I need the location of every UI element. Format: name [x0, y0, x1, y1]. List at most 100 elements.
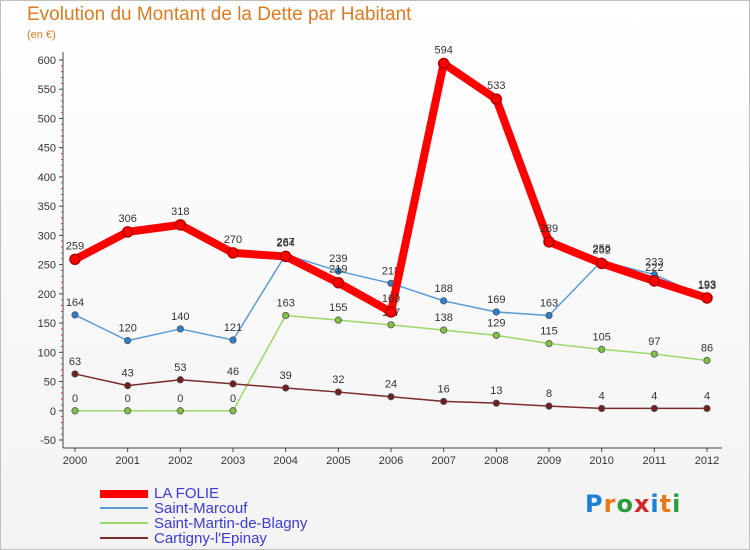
data-point-saint-martin-de-blagny — [229, 407, 237, 415]
data-point-cartigny-l-epinay — [176, 376, 184, 384]
data-label-cartigny-l-epinay: 16 — [438, 383, 450, 395]
data-point-la-folie — [648, 275, 661, 287]
data-point-la-folie — [490, 93, 503, 105]
data-label-la-folie: 594 — [434, 45, 452, 57]
data-point-la-folie — [701, 292, 713, 304]
legend-item-saint-marcouf: Saint-Marcouf — [100, 500, 400, 517]
data-label-saint-martin-de-blagny: 0 — [230, 393, 236, 405]
data-point-cartigny-l-epinay — [229, 380, 237, 388]
data-point-cartigny-l-epinay — [492, 399, 500, 407]
data-label-la-folie: 264 — [276, 237, 294, 249]
x-tick-label: 2011 — [643, 455, 667, 467]
data-label-saint-marcouf: 256 — [592, 243, 610, 255]
logo-letter: i — [650, 490, 660, 518]
x-tick-label: 2009 — [537, 455, 561, 467]
data-point-saint-marcouf — [492, 308, 500, 316]
data-point-saint-martin-de-blagny — [124, 407, 132, 415]
data-point-cartigny-l-epinay — [703, 404, 711, 413]
y-tick-label: 300 — [38, 230, 56, 242]
data-point-saint-marcouf — [229, 336, 237, 344]
data-label-la-folie: 533 — [487, 80, 505, 92]
data-label-saint-martin-de-blagny: 97 — [648, 336, 660, 348]
data-label-la-folie: 259 — [66, 240, 84, 252]
legend-item-la-folie: LA FOLIE — [100, 485, 400, 502]
proxiti-logo: Proxiti — [585, 490, 681, 518]
data-label-cartigny-l-epinay: 13 — [490, 385, 502, 397]
y-tick-label: 250 — [38, 260, 56, 272]
data-point-saint-martin-de-blagny — [545, 339, 553, 348]
data-point-la-folie — [227, 247, 239, 259]
logo-letter: t — [659, 490, 673, 518]
data-point-la-folie — [332, 276, 345, 289]
legend: LA FOLIE Saint-Marcouf Saint-Martin-de-B… — [100, 485, 400, 547]
data-label-cartigny-l-epinay: 8 — [546, 388, 552, 400]
data-label-la-folie: 219 — [329, 264, 347, 276]
data-point-la-folie — [121, 226, 134, 238]
data-label-cartigny-l-epinay: 43 — [122, 368, 134, 380]
data-label-saint-marcouf: 164 — [66, 297, 84, 309]
data-label-saint-marcouf: 233 — [645, 257, 663, 269]
y-tick-label: 0 — [50, 406, 56, 418]
data-label-saint-marcouf: 121 — [224, 322, 242, 334]
data-label-saint-martin-de-blagny: 86 — [701, 342, 713, 354]
legend-label-la-folie: LA FOLIE — [154, 485, 220, 502]
y-tick-label: 350 — [38, 201, 56, 213]
data-point-saint-marcouf — [440, 297, 448, 305]
data-label-la-folie: 306 — [118, 213, 136, 225]
data-point-la-folie — [385, 306, 397, 318]
x-tick-label: 2005 — [326, 455, 350, 467]
data-label-saint-martin-de-blagny: 0 — [72, 393, 78, 405]
logo-letter: o — [616, 490, 634, 518]
y-tick-label: 50 — [44, 377, 56, 389]
data-point-saint-martin-de-blagny — [334, 316, 342, 324]
legend-swatch-la-folie — [100, 490, 148, 498]
data-point-saint-martin-de-blagny — [598, 345, 606, 353]
x-tick-label: 2001 — [115, 455, 139, 467]
data-label-saint-marcouf: 163 — [540, 297, 558, 309]
x-tick-label: 2010 — [589, 455, 613, 467]
data-point-cartigny-l-epinay — [282, 384, 290, 392]
data-point-cartigny-l-epinay — [387, 393, 395, 401]
chart-title: Evolution du Montant de la Dette par Hab… — [27, 4, 412, 25]
data-label-cartigny-l-epinay: 4 — [704, 390, 710, 402]
x-tick-label: 2006 — [379, 455, 403, 467]
data-label-la-folie: 318 — [171, 206, 189, 218]
logo-letter: x — [633, 490, 651, 518]
data-label-saint-marcouf: 267 — [276, 237, 294, 249]
data-label-saint-marcouf: 120 — [118, 323, 136, 335]
data-label-saint-martin-de-blagny: 0 — [125, 393, 131, 405]
data-label-cartigny-l-epinay: 4 — [599, 390, 605, 402]
data-point-cartigny-l-epinay — [440, 397, 448, 406]
logo-letter: P — [585, 490, 604, 518]
y-tick-label: 450 — [38, 143, 56, 155]
y-tick-label: 550 — [38, 84, 56, 96]
data-point-cartigny-l-epinay — [545, 402, 553, 410]
data-point-saint-martin-de-blagny — [703, 356, 711, 365]
data-label-cartigny-l-epinay: 32 — [332, 374, 344, 386]
data-point-cartigny-l-epinay — [124, 382, 132, 390]
legend-label-cartigny-lepinay: Cartigny-l'Epinay — [154, 530, 267, 547]
legend-item-cartigny-lepinay: Cartigny-l'Epinay — [100, 530, 400, 547]
legend-swatch-saint-martin-de-blagny — [100, 522, 148, 524]
y-tick-label: 100 — [38, 347, 56, 359]
data-point-saint-martin-de-blagny — [492, 331, 500, 339]
data-label-cartigny-l-epinay: 46 — [227, 366, 239, 378]
y-tick-label: 600 — [38, 55, 56, 67]
legend-swatch-cartigny-lepinay — [100, 537, 148, 539]
data-point-cartigny-l-epinay — [334, 388, 342, 396]
data-point-saint-marcouf — [176, 325, 184, 333]
data-label-saint-marcouf: 140 — [171, 311, 189, 323]
data-point-saint-martin-de-blagny — [282, 311, 290, 320]
y-tick-label: 200 — [38, 289, 56, 301]
data-label-la-folie: 270 — [224, 234, 242, 246]
data-label-saint-martin-de-blagny: 163 — [276, 297, 294, 309]
data-label-saint-marcouf: 169 — [487, 294, 505, 306]
data-point-saint-martin-de-blagny — [176, 407, 184, 415]
data-label-saint-marcouf: 239 — [329, 253, 347, 265]
data-point-cartigny-l-epinay — [71, 370, 79, 378]
data-point-cartigny-l-epinay — [598, 404, 606, 413]
data-label-saint-marcouf: 188 — [434, 283, 452, 295]
y-tick-label: -50 — [40, 435, 56, 447]
data-label-saint-marcouf: 193 — [698, 280, 716, 292]
